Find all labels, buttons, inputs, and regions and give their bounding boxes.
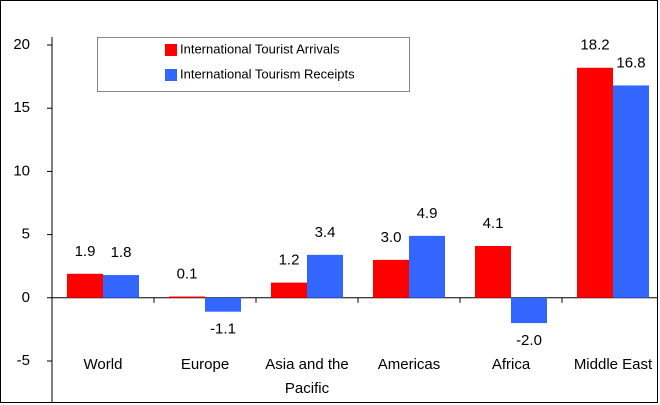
value-label: 1.9 bbox=[75, 243, 96, 260]
value-label: -1.1 bbox=[210, 321, 236, 338]
value-label: 16.8 bbox=[616, 54, 645, 71]
bar bbox=[103, 275, 139, 298]
x-tick-label: World bbox=[83, 356, 123, 373]
value-label: 1.8 bbox=[111, 244, 132, 261]
bar bbox=[205, 297, 241, 312]
value-label: 3.4 bbox=[315, 224, 336, 241]
bar bbox=[577, 67, 613, 298]
legend-swatch bbox=[165, 44, 177, 56]
y-tick-label: 10 bbox=[13, 162, 30, 179]
x-tick-label: Africa bbox=[491, 356, 531, 373]
y-tick-label: 5 bbox=[22, 226, 30, 243]
value-label: 3.0 bbox=[381, 229, 402, 246]
legend-box bbox=[97, 37, 410, 92]
value-label: 4.9 bbox=[417, 205, 438, 222]
value-label: 4.1 bbox=[483, 215, 504, 232]
bar bbox=[475, 245, 511, 298]
legend-swatch bbox=[165, 69, 177, 81]
bar bbox=[613, 85, 649, 298]
bar bbox=[511, 297, 547, 324]
x-tick-label: Asia and the Pacific bbox=[265, 356, 349, 397]
y-tick-label: 20 bbox=[13, 36, 30, 53]
value-label: -2.0 bbox=[516, 332, 542, 349]
y-tick-label: 15 bbox=[13, 99, 30, 116]
value-label: 0.1 bbox=[177, 266, 198, 283]
y-tick-label: -5 bbox=[17, 352, 30, 369]
bar bbox=[67, 273, 103, 298]
bar bbox=[373, 259, 409, 298]
y-tick-label: 0 bbox=[22, 289, 30, 306]
x-tick-label: Europe bbox=[180, 356, 230, 373]
x-tick-label: Americas bbox=[377, 356, 441, 373]
legend-label: International Tourism Receipts bbox=[180, 66, 355, 81]
bar bbox=[271, 282, 307, 298]
value-label: 18.2 bbox=[580, 37, 609, 54]
x-tick-label: Middle East bbox=[573, 356, 653, 373]
value-label: 1.2 bbox=[279, 252, 300, 269]
legend-label: International Tourist Arrivals bbox=[180, 41, 340, 56]
bar bbox=[307, 254, 343, 298]
bar bbox=[409, 235, 445, 298]
bar bbox=[169, 296, 205, 298]
